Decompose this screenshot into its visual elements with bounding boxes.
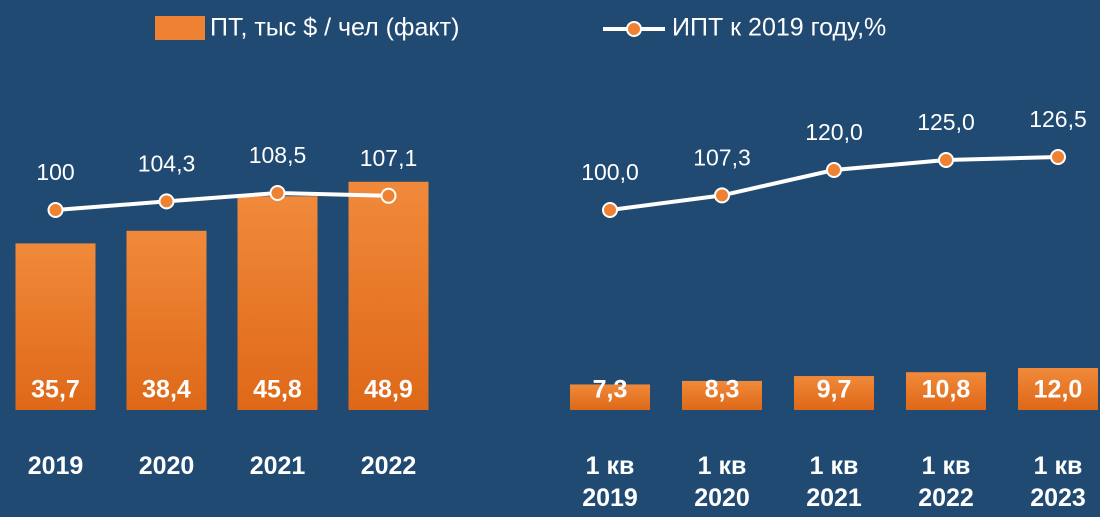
line-marker: [714, 187, 730, 204]
bar-value-label: 9,7: [817, 376, 852, 404]
line-value-label: 107,1: [360, 145, 418, 171]
line-marker: [158, 193, 175, 210]
line-marker: [1050, 149, 1066, 165]
bar-value-label: 7,3: [593, 376, 628, 404]
line-value-label: 100,0: [581, 159, 639, 185]
x-tick-label: 1 кв 2023: [1030, 452, 1086, 512]
bar: [126, 230, 207, 410]
bar-value-label: 12,0: [1034, 376, 1083, 404]
bar-value-label: 48,9: [364, 376, 413, 404]
bar: [570, 384, 650, 410]
x-tick-label: 2022: [360, 452, 417, 480]
x-tick-label: 2021: [249, 452, 306, 480]
x-tick-label: 1 кв 2022: [918, 452, 974, 512]
line-value-label: 120,0: [805, 119, 863, 145]
line-marker: [602, 202, 618, 218]
bar: [15, 243, 96, 410]
line-marker: [269, 185, 286, 201]
bar: [794, 376, 874, 410]
x-tick-label: 1 кв 2020: [694, 452, 750, 512]
bar: [906, 372, 986, 410]
x-tick-label: 1 кв 2019: [582, 452, 638, 512]
line-marker: [826, 162, 842, 178]
line-value-label: 125,0: [917, 109, 975, 135]
legend-bar-swatch: [155, 16, 205, 40]
line-value-label: 126,5: [1029, 106, 1087, 132]
bar: [1018, 368, 1098, 410]
line-marker: [938, 152, 954, 168]
legend-label: ПТ, тыс $ / чел (факт): [210, 14, 459, 42]
line: [55, 190, 389, 212]
line-value-label: 108,5: [249, 142, 307, 168]
line-value-label: 104,3: [138, 150, 196, 176]
bar: [237, 196, 318, 410]
legend-label: ИПТ к 2019 году,%: [672, 14, 886, 42]
bar-value-label: 35,7: [31, 376, 80, 404]
line-value-label: 100: [36, 159, 74, 185]
line-value-label: 107,3: [693, 144, 751, 170]
line-marker: [380, 187, 397, 204]
x-tick-label: 1 кв 2021: [806, 452, 862, 512]
bar: [348, 181, 429, 410]
bar: [682, 380, 762, 410]
x-tick-label: 2019: [27, 452, 84, 480]
x-tick-label: 2020: [138, 452, 195, 480]
bar-value-label: 10,8: [922, 376, 971, 404]
bar-value-label: 45,8: [253, 376, 302, 404]
bar-value-label: 8,3: [705, 376, 740, 404]
bar-value-label: 38,4: [142, 376, 191, 404]
legend-marker: [626, 21, 642, 37]
line-marker: [47, 202, 64, 218]
